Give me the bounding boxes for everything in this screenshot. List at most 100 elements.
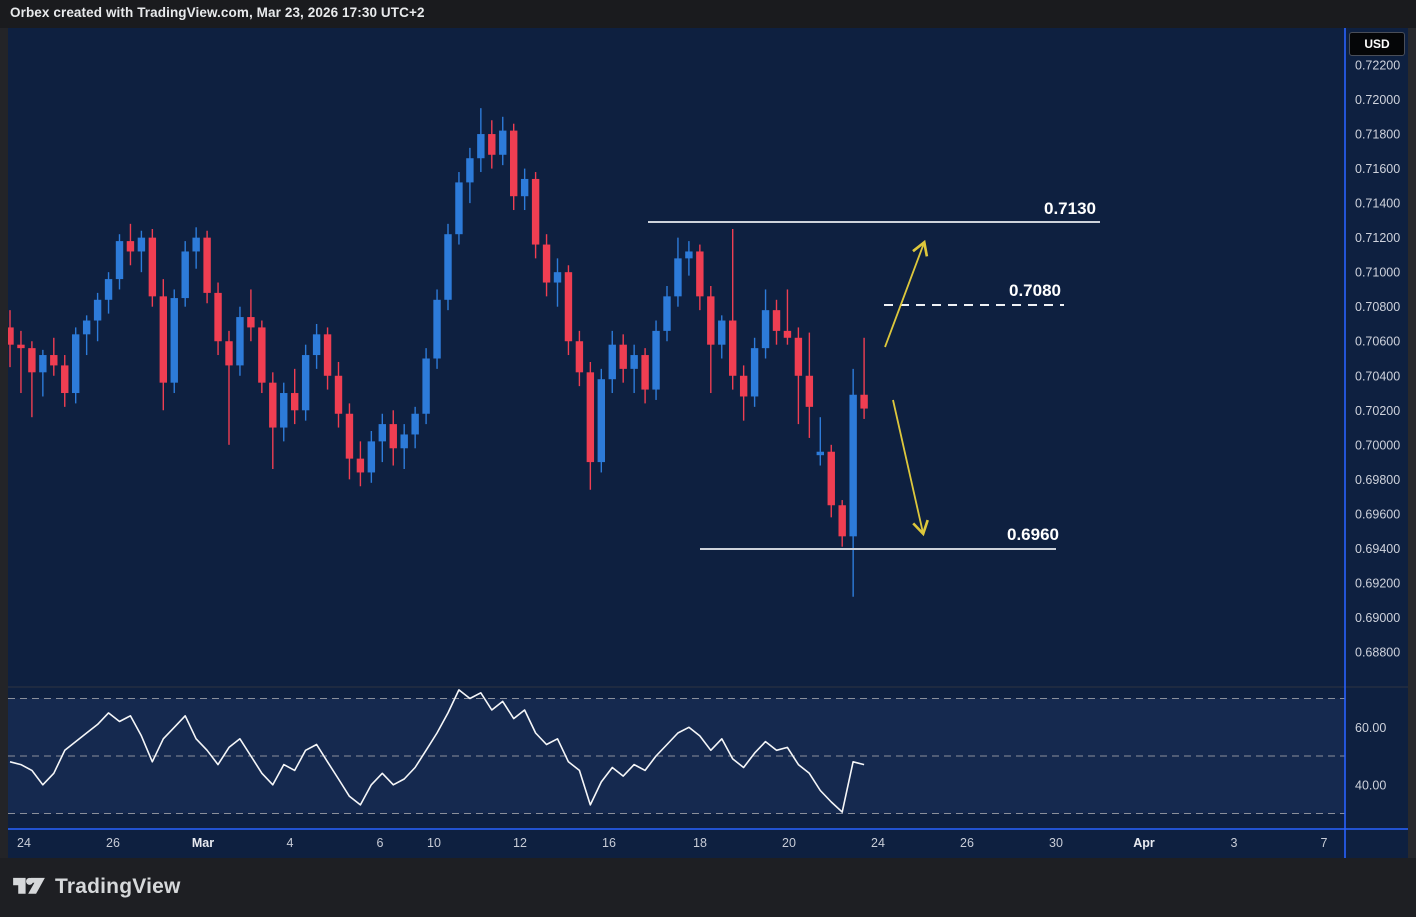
candle — [159, 279, 167, 411]
right-gutter — [1408, 28, 1416, 858]
candle — [148, 229, 157, 307]
level-label-0.6960[interactable]: 0.6960 — [1007, 525, 1059, 544]
candle — [389, 410, 397, 466]
currency-toggle-button[interactable]: USD — [1349, 32, 1405, 56]
candle — [783, 289, 792, 345]
candle — [225, 330, 233, 445]
price-axis-scale[interactable]: 0.72200 0.72000 0.71800 0.71600 0.71400 0.712… — [1355, 59, 1400, 660]
candle — [104, 272, 113, 314]
candle — [827, 444, 835, 518]
price-tick-0.71000: 0.71000 — [1355, 266, 1400, 280]
rsi-axis-scale[interactable]: 60.00 40.00 — [1355, 721, 1386, 793]
rsi-band — [8, 698, 1345, 814]
rsi-tick-40.00: 40.00 — [1355, 778, 1386, 792]
candle — [499, 116, 507, 166]
level-label-0.7130[interactable]: 0.7130 — [1044, 199, 1096, 218]
time-tick-18: 18 — [693, 836, 707, 850]
price-tick-0.69400: 0.69400 — [1355, 542, 1400, 556]
time-tick-10: 10 — [427, 836, 441, 850]
time-tick-Apr: Apr — [1133, 836, 1155, 850]
scenario-arrows[interactable] — [884, 239, 929, 537]
candle — [203, 230, 211, 304]
candle — [586, 361, 595, 490]
bullish-scenario-arrow[interactable] — [884, 239, 929, 348]
candle — [477, 108, 485, 173]
candle — [115, 234, 124, 290]
level-label-0.7080[interactable]: 0.7080 — [1009, 281, 1061, 300]
price-tick-0.71800: 0.71800 — [1355, 128, 1400, 142]
price-tick-0.70800: 0.70800 — [1355, 300, 1400, 314]
candle — [82, 315, 91, 356]
time-tick-Mar: Mar — [192, 836, 214, 850]
price-tick-0.69000: 0.69000 — [1355, 611, 1400, 625]
candle — [860, 337, 868, 419]
candle — [641, 348, 649, 404]
candle — [553, 258, 562, 307]
time-tick-6: 6 — [377, 836, 384, 850]
candle — [367, 431, 376, 483]
candle — [269, 372, 277, 469]
tradingview-logo-text: TradingView — [55, 875, 181, 898]
candle — [652, 320, 660, 400]
candle — [674, 237, 682, 307]
time-tick-26: 26 — [960, 836, 974, 850]
candle — [750, 337, 759, 407]
price-tick-0.71400: 0.71400 — [1355, 197, 1400, 211]
bearish-scenario-arrow[interactable] — [892, 399, 929, 537]
candle — [422, 348, 430, 425]
candlestick-series — [8, 108, 868, 597]
candle — [466, 147, 474, 204]
candle — [696, 244, 704, 311]
time-tick-3: 3 — [1231, 836, 1238, 850]
candle — [772, 299, 781, 345]
candle — [93, 292, 102, 342]
price-tick-0.69600: 0.69600 — [1355, 507, 1400, 521]
candle — [488, 120, 496, 169]
candle — [564, 265, 573, 356]
candle — [663, 285, 671, 342]
price-tick-0.72000: 0.72000 — [1355, 93, 1400, 107]
rsi-indicator-line — [9, 689, 865, 813]
candle — [729, 229, 737, 390]
candle — [794, 327, 803, 425]
candle — [433, 289, 441, 369]
candle — [72, 327, 80, 404]
candle — [378, 413, 386, 463]
price-tick-0.69800: 0.69800 — [1355, 473, 1400, 487]
candle — [8, 310, 14, 368]
candle — [761, 289, 770, 359]
tradingview-logo[interactable]: TradingView — [12, 874, 181, 900]
candle — [258, 320, 266, 394]
currency-label: USD — [1364, 37, 1390, 51]
time-tick-24: 24 — [17, 836, 31, 850]
pane-borders — [8, 28, 1408, 858]
candle — [323, 327, 332, 390]
candle — [291, 368, 299, 425]
price-tick-0.70000: 0.70000 — [1355, 438, 1400, 452]
price-tick-0.68800: 0.68800 — [1355, 646, 1400, 660]
candle — [444, 223, 452, 311]
price-tick-0.70200: 0.70200 — [1355, 404, 1400, 418]
chart-widget[interactable]: 0.7130 0.7080 0.6960 0.72200 0.72000 0.71800… — [8, 28, 1408, 858]
time-axis-scale[interactable]: 24 26 Mar 4 6 10 12 16 18 20 24 26 30 Apr 3 7 — [17, 836, 1327, 850]
candle — [192, 227, 200, 269]
candle — [619, 334, 627, 383]
price-tick-0.70400: 0.70400 — [1355, 369, 1400, 383]
candle — [236, 306, 244, 376]
time-tick-16: 16 — [602, 836, 616, 850]
support-resistance-drawings[interactable]: 0.7130 0.7080 0.6960 — [648, 199, 1100, 550]
candle — [531, 172, 540, 259]
price-tick-0.71600: 0.71600 — [1355, 162, 1400, 176]
candle — [312, 323, 321, 369]
candle — [334, 361, 343, 428]
candle — [411, 406, 419, 449]
price-and-rsi-canvas[interactable]: 0.7130 0.7080 0.6960 0.72200 0.72000 0.71800… — [8, 28, 1408, 858]
time-tick-4: 4 — [287, 836, 294, 850]
candle — [400, 424, 408, 469]
time-tick-20: 20 — [782, 836, 796, 850]
candle — [356, 441, 365, 487]
candle — [739, 365, 748, 421]
candle — [50, 337, 58, 376]
candle — [247, 289, 255, 342]
candle — [542, 234, 551, 297]
